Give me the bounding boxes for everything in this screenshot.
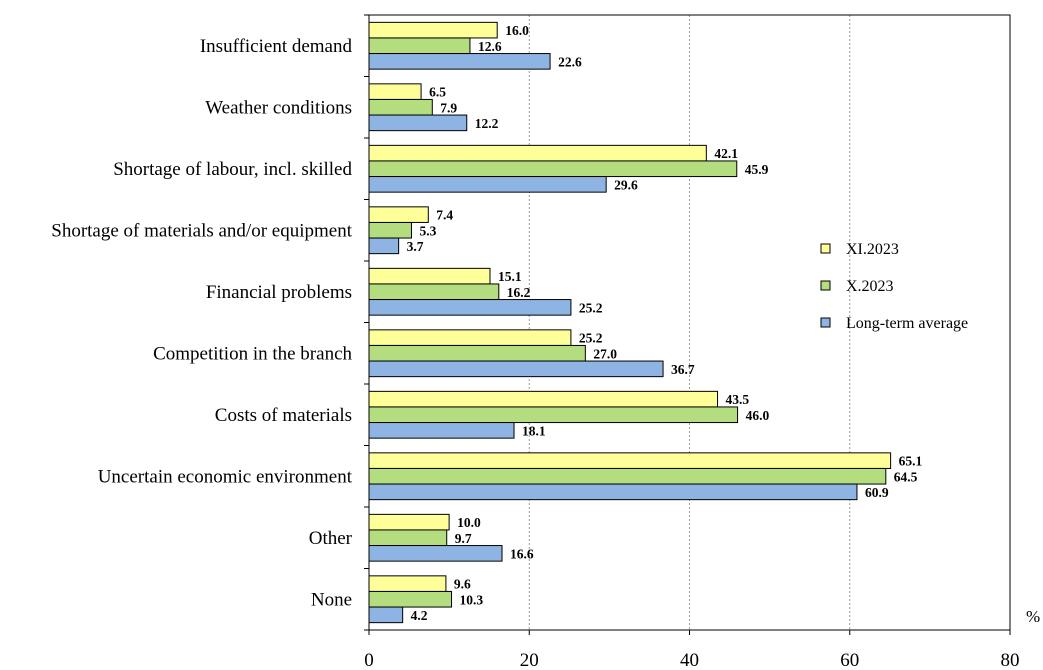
data-label: 10.3 [460, 592, 484, 607]
data-label: 15.1 [498, 269, 522, 284]
data-label: 22.6 [558, 54, 582, 69]
data-label: 12.2 [475, 116, 499, 131]
data-label: 16.6 [510, 546, 534, 561]
data-label: 9.7 [455, 531, 472, 546]
data-label: 29.6 [614, 177, 638, 192]
category-label: Costs of materials [215, 405, 352, 426]
data-label: 3.7 [407, 239, 424, 254]
bar [368, 422, 515, 439]
category-labels: Insufficient demand Weather conditions Sho… [51, 36, 352, 611]
bar [368, 176, 607, 193]
bar [368, 329, 572, 346]
bar [368, 529, 448, 547]
legend-swatch [820, 243, 831, 254]
legend-label: Long-term average [846, 315, 968, 332]
legend-label: X.2023 [846, 278, 894, 295]
bar [368, 360, 664, 378]
data-label: 25.2 [579, 300, 603, 315]
category-label: Other [309, 528, 353, 549]
bar [368, 299, 572, 316]
data-label: 43.5 [726, 392, 750, 407]
bar [368, 37, 471, 55]
bar [368, 283, 500, 301]
legend-label: XI.2023 [846, 241, 899, 258]
gridlines [528, 15, 851, 630]
bar [368, 21, 498, 39]
unit-label: % [1026, 607, 1040, 626]
bar [368, 406, 739, 424]
bar [368, 83, 422, 100]
bar [368, 114, 468, 132]
legend-swatch [820, 280, 831, 291]
bar [368, 513, 450, 531]
data-labels: 16.012.6 22.6 6.57.9 12.2 42.1 45.9 29.6 7.45.3… [407, 23, 923, 623]
bar [368, 206, 429, 223]
data-label: 7.4 [436, 208, 453, 223]
data-label: 42.1 [714, 146, 738, 161]
bar [368, 237, 400, 255]
x-tick-labels: 0 20 40 60 80 [364, 630, 1020, 670]
category-label: Shortage of materials and/or equipment [51, 220, 352, 241]
data-label: 7.9 [440, 100, 457, 115]
legend-swatch [820, 317, 831, 328]
bar [368, 98, 433, 116]
bar [368, 390, 719, 408]
data-label: 16.2 [507, 285, 531, 300]
category-label: Uncertain economic environment [98, 466, 353, 487]
bar [368, 483, 858, 501]
data-label: 9.6 [454, 577, 471, 592]
bar [368, 344, 586, 362]
data-label: 27.0 [593, 346, 617, 361]
data-label: 65.1 [899, 454, 923, 469]
x-tick-label: 80 [1001, 650, 1020, 670]
data-label: 46.0 [746, 408, 770, 423]
category-label: Financial problems [206, 282, 352, 303]
data-label: 60.9 [865, 485, 889, 500]
data-label: 16.0 [505, 23, 529, 38]
bar [368, 452, 892, 469]
bar [368, 144, 707, 162]
category-label: Competition in the branch [153, 343, 352, 364]
bar [368, 590, 453, 608]
bar [368, 267, 491, 285]
bar [368, 221, 412, 239]
bar [368, 160, 738, 178]
bar [368, 606, 404, 624]
category-label: None [311, 589, 352, 610]
x-tick-label: 60 [840, 650, 859, 670]
category-label: Shortage of labour, incl. skilled [113, 159, 352, 180]
data-label: 64.5 [894, 469, 918, 484]
category-label: Insufficient demand [200, 36, 353, 57]
x-tick-label: 20 [520, 650, 539, 670]
bar [368, 575, 447, 592]
data-label: 10.0 [457, 515, 481, 530]
bar [368, 467, 887, 485]
bar [368, 53, 551, 70]
bar [368, 545, 503, 562]
data-label: 4.2 [411, 608, 428, 623]
data-label: 5.3 [419, 223, 436, 238]
x-tick-label: 0 [364, 650, 374, 670]
x-tick-label: 40 [680, 650, 699, 670]
data-label: 6.5 [429, 85, 446, 100]
data-label: 25.2 [579, 331, 603, 346]
data-label: 36.7 [671, 362, 695, 377]
data-label: 12.6 [478, 39, 502, 54]
bars [368, 21, 892, 624]
legend: XI.2023 X.2023 Long-term average [820, 241, 968, 332]
data-label: 18.1 [522, 423, 546, 438]
category-label: Weather conditions [205, 97, 352, 118]
data-label: 45.9 [745, 162, 769, 177]
